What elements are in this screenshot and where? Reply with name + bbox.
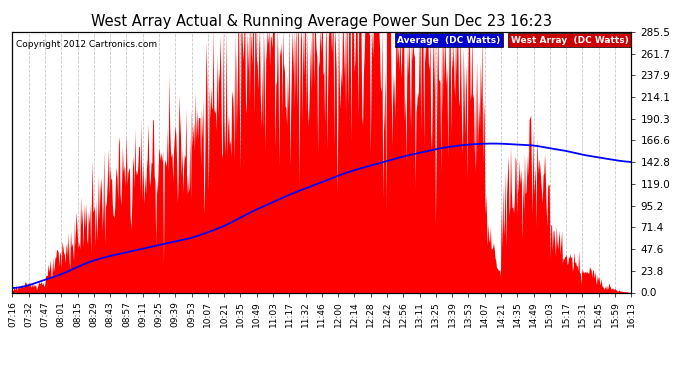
- Text: Copyright 2012 Cartronics.com: Copyright 2012 Cartronics.com: [15, 40, 157, 49]
- Title: West Array Actual & Running Average Power Sun Dec 23 16:23: West Array Actual & Running Average Powe…: [91, 14, 553, 29]
- Text: West Array  (DC Watts): West Array (DC Watts): [511, 36, 629, 45]
- Text: Average  (DC Watts): Average (DC Watts): [397, 36, 501, 45]
